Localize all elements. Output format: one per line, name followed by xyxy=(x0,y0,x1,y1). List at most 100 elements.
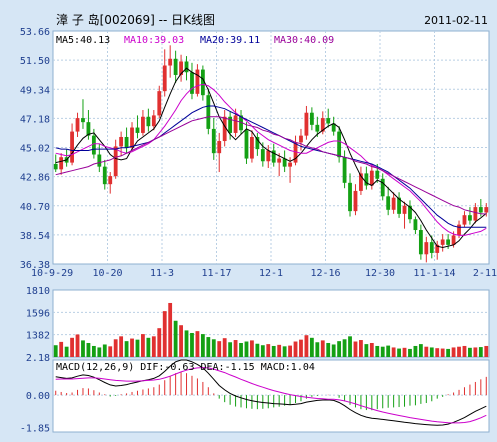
candle xyxy=(151,110,156,131)
volume-bar xyxy=(369,342,374,357)
candle-body xyxy=(168,58,173,66)
volume-bar xyxy=(473,347,478,357)
volume-bars xyxy=(53,302,489,357)
price-y-tick-label: 38.54 xyxy=(20,231,50,242)
candle-body xyxy=(413,219,418,231)
candle xyxy=(364,166,369,190)
candle xyxy=(386,186,391,216)
volume-bar xyxy=(418,344,423,357)
volume-bar xyxy=(397,348,401,357)
volume-bar xyxy=(478,347,483,357)
volume-bar xyxy=(91,345,96,357)
volume-bar xyxy=(157,328,162,357)
chart-title: 漳 子 岛[002069] -- 日K线图 xyxy=(56,12,215,27)
candle-body xyxy=(418,230,423,255)
candle xyxy=(304,105,309,140)
candle xyxy=(162,49,167,97)
macd-label: MACD(12,26,9) DIF:-0.63 DEA:-1.15 MACD:1… xyxy=(56,362,315,373)
price-y-tick-label: 36.38 xyxy=(20,260,50,271)
candle-body xyxy=(266,150,271,162)
volume-bar xyxy=(255,343,260,357)
candle-body xyxy=(146,116,151,127)
candle-body xyxy=(184,61,189,73)
candle xyxy=(337,126,342,163)
candle xyxy=(70,123,74,166)
candle xyxy=(179,54,183,82)
volume-bar xyxy=(391,347,396,357)
price-y-tick-label: 51.50 xyxy=(20,56,50,67)
candle-body xyxy=(173,58,178,75)
volume-bar xyxy=(315,342,320,357)
volume-bar xyxy=(135,339,140,357)
candle-body xyxy=(271,150,276,163)
candle xyxy=(135,115,140,139)
volume-grid xyxy=(53,311,489,336)
candle xyxy=(266,145,271,168)
candle-body xyxy=(157,91,162,116)
candle xyxy=(391,192,396,214)
candle-body xyxy=(369,170,374,186)
candle xyxy=(359,166,363,195)
candle-body xyxy=(102,166,107,185)
candle xyxy=(173,50,178,84)
price-y-tick-label: 49.34 xyxy=(20,85,50,96)
volume-bar xyxy=(244,341,249,357)
ma30-line xyxy=(55,116,487,215)
candle xyxy=(233,108,238,137)
volume-y-tick-label: 1596 xyxy=(26,308,50,319)
volume-bar xyxy=(239,342,243,357)
candle xyxy=(255,132,260,156)
candle-body xyxy=(190,72,194,94)
price-y-tick-label: 42.86 xyxy=(20,173,50,184)
candle xyxy=(113,139,118,179)
volume-bar xyxy=(429,347,434,357)
volume-plot-area xyxy=(52,289,490,358)
candle-body xyxy=(75,118,80,132)
candle-body xyxy=(331,123,336,132)
candle-body xyxy=(130,127,134,148)
price-x-tick-label: 12-1 xyxy=(259,268,283,279)
candle-body xyxy=(195,69,200,94)
candle-body xyxy=(53,163,58,170)
volume-bar xyxy=(468,347,472,357)
candle xyxy=(168,45,173,78)
volume-bar xyxy=(190,332,194,357)
candle xyxy=(190,62,194,100)
volume-bar xyxy=(260,345,265,357)
candle-body xyxy=(222,116,227,142)
candle-body xyxy=(478,207,483,213)
candle xyxy=(59,153,64,175)
macd-dea-line xyxy=(55,367,487,424)
candle-body xyxy=(408,205,412,220)
candle-body xyxy=(70,131,74,163)
volume-bar xyxy=(386,345,391,357)
macd-plot-area xyxy=(52,359,490,433)
volume-bar xyxy=(293,341,298,357)
volume-bar xyxy=(222,338,227,357)
macd-lines xyxy=(55,359,487,426)
volume-bar xyxy=(277,344,282,357)
candle-body xyxy=(244,130,249,159)
legend-ma5: MA5:40.13 xyxy=(56,35,110,46)
price-x-tick-label: 10-20 xyxy=(92,268,122,279)
candle xyxy=(53,154,58,173)
candle xyxy=(75,112,80,137)
candle-body xyxy=(353,190,358,212)
candle xyxy=(413,216,418,235)
volume-bar xyxy=(146,337,151,357)
volume-bar xyxy=(64,346,69,357)
price-x-tick-label: 12-16 xyxy=(310,268,340,279)
candle xyxy=(141,110,145,136)
volume-bar xyxy=(446,348,451,357)
candle-body xyxy=(429,242,434,253)
candle-body xyxy=(86,122,91,136)
volume-bar xyxy=(162,311,167,357)
price-y-tick-label: 53.66 xyxy=(20,27,50,38)
candle-body xyxy=(59,157,64,170)
candle-body xyxy=(250,136,254,159)
candle xyxy=(380,173,385,201)
candle-body xyxy=(135,127,140,133)
candle xyxy=(97,143,102,173)
volume-bar xyxy=(380,346,385,357)
volume-bar xyxy=(217,341,222,357)
